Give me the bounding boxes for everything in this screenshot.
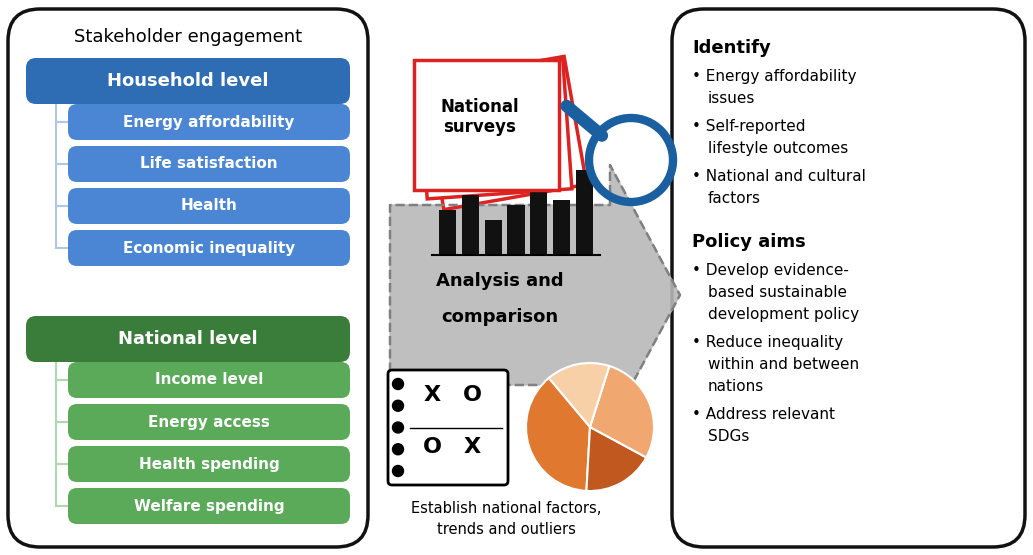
FancyBboxPatch shape [68,104,350,140]
FancyBboxPatch shape [26,58,350,104]
Wedge shape [549,363,609,427]
Text: O: O [463,385,481,405]
FancyBboxPatch shape [68,230,350,266]
Text: Establish national factors,
trends and outliers: Establish national factors, trends and o… [411,501,601,537]
FancyBboxPatch shape [68,188,350,224]
FancyBboxPatch shape [421,57,587,210]
Circle shape [393,379,404,390]
Text: Life satisfaction: Life satisfaction [140,157,278,171]
Text: Health spending: Health spending [138,457,279,472]
Text: factors: factors [708,191,761,206]
Text: development policy: development policy [708,307,859,322]
Wedge shape [526,378,590,491]
Text: within and between: within and between [708,357,859,372]
Text: Policy aims: Policy aims [692,233,806,251]
Text: issues: issues [708,91,755,106]
Circle shape [393,444,404,455]
FancyBboxPatch shape [418,59,572,199]
Text: Energy affordability: Energy affordability [123,114,294,129]
Text: Welfare spending: Welfare spending [133,498,284,513]
Text: Identify: Identify [692,39,771,57]
FancyBboxPatch shape [68,362,350,398]
FancyBboxPatch shape [413,60,559,190]
Text: • Self-reported: • Self-reported [692,119,806,134]
Text: nations: nations [708,379,764,394]
Bar [507,205,525,255]
Bar [553,200,570,255]
Circle shape [393,466,404,477]
Polygon shape [390,165,680,425]
Bar [439,210,456,255]
FancyBboxPatch shape [672,9,1025,547]
Text: Stakeholder engagement: Stakeholder engagement [74,28,302,46]
Text: X: X [464,437,480,457]
Circle shape [393,400,404,411]
Wedge shape [590,366,654,457]
Text: • National and cultural: • National and cultural [692,169,866,184]
FancyBboxPatch shape [68,446,350,482]
Text: based sustainable: based sustainable [708,285,847,300]
Text: comparison: comparison [441,308,559,326]
Text: • Address relevant: • Address relevant [692,407,835,422]
FancyBboxPatch shape [26,316,350,362]
Bar [484,220,502,255]
Text: • Develop evidence-: • Develop evidence- [692,263,849,278]
Text: Income level: Income level [155,372,263,387]
Text: Household level: Household level [107,72,269,90]
Circle shape [393,422,404,433]
Text: National level: National level [118,330,258,348]
Text: Health: Health [181,199,238,214]
Text: Economic inequality: Economic inequality [123,240,295,255]
Bar [530,185,547,255]
Text: lifestyle outcomes: lifestyle outcomes [708,141,848,156]
Text: • Reduce inequality: • Reduce inequality [692,335,843,350]
Text: • Energy affordability: • Energy affordability [692,69,856,84]
FancyBboxPatch shape [388,370,508,485]
FancyBboxPatch shape [68,404,350,440]
Text: SDGs: SDGs [708,429,749,444]
FancyBboxPatch shape [68,146,350,182]
Bar [576,170,593,255]
FancyBboxPatch shape [68,488,350,524]
Text: National
surveys: National surveys [441,98,520,137]
Wedge shape [587,427,647,491]
FancyBboxPatch shape [8,9,368,547]
Text: Energy access: Energy access [148,415,270,430]
Bar [462,195,479,255]
Text: O: O [422,437,441,457]
Text: Analysis and: Analysis and [436,272,564,290]
Text: X: X [424,385,440,405]
